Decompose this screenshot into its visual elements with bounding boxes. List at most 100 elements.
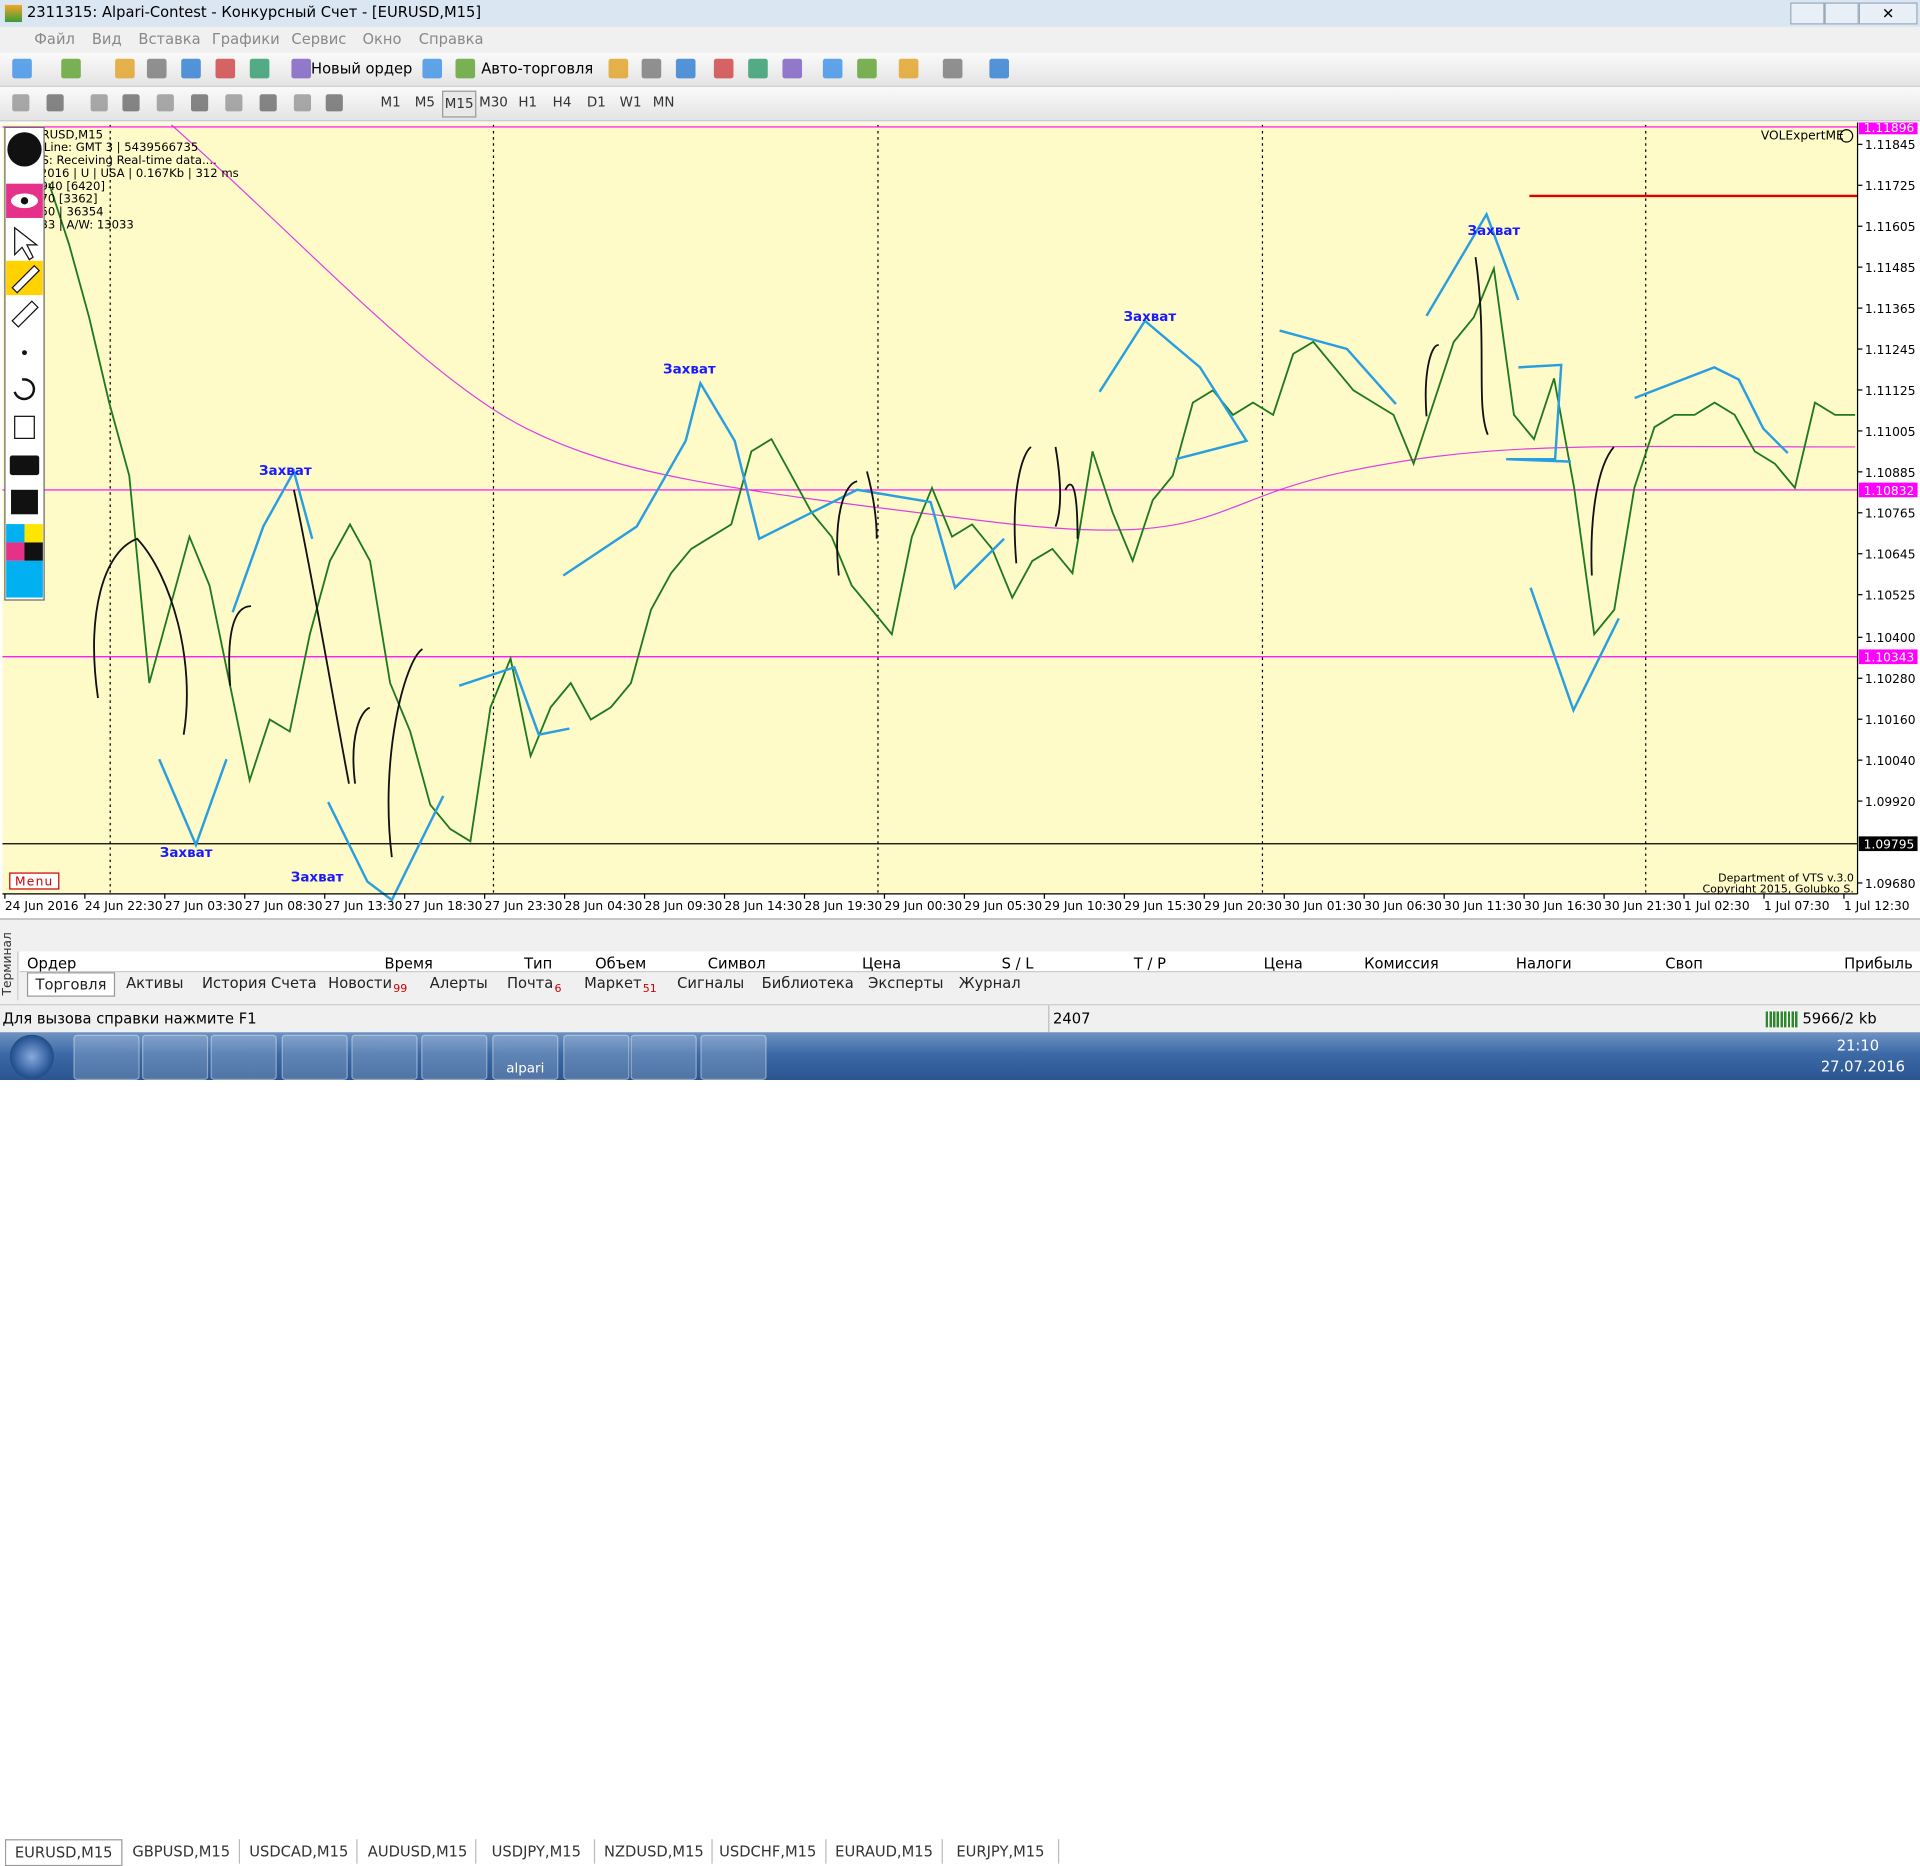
- symbol-tab[interactable]: AUDUSD,M15: [360, 1839, 477, 1864]
- symbol-tab[interactable]: GBPUSD,M15: [124, 1839, 240, 1864]
- color-swatch[interactable]: [24, 542, 43, 561]
- timeframe-button[interactable]: H4: [552, 94, 572, 111]
- toolbar-icon[interactable]: [12, 58, 32, 79]
- ruler-tool[interactable]: [11, 300, 39, 328]
- terminal-tab[interactable]: Новости99: [328, 972, 407, 996]
- tab-label[interactable]: Сигналы: [677, 974, 745, 992]
- symbol-tab[interactable]: USDCHF,M15: [710, 1839, 827, 1864]
- tool-icon[interactable]: [90, 94, 108, 112]
- menu-button[interactable]: [9, 872, 60, 890]
- minimize-button[interactable]: [1790, 2, 1825, 25]
- toolbar-icon[interactable]: [215, 58, 236, 79]
- trash-tool[interactable]: [14, 415, 35, 439]
- tool-icon[interactable]: [12, 94, 30, 112]
- tab-label[interactable]: Алерты: [429, 974, 488, 992]
- toolbar-icon[interactable]: [61, 58, 81, 79]
- skype-icon[interactable]: [421, 1034, 488, 1080]
- color-swatch[interactable]: [6, 524, 25, 543]
- terminal-tab[interactable]: Маркет51: [584, 972, 657, 996]
- ie-icon[interactable]: [73, 1034, 140, 1080]
- chrome-icon[interactable]: [351, 1034, 418, 1080]
- toolbar-icon[interactable]: [989, 58, 1009, 79]
- timeframe-button[interactable]: M30: [479, 94, 508, 111]
- camera-tool[interactable]: [9, 455, 40, 476]
- tool-icon[interactable]: [122, 94, 140, 112]
- terminal-tab[interactable]: Эксперты: [868, 972, 943, 994]
- timeframe-button[interactable]: M5: [414, 94, 435, 111]
- tab-label[interactable]: Почта: [506, 974, 554, 992]
- tab-label[interactable]: Библиотека: [761, 974, 854, 992]
- menu-button-label[interactable]: Menu: [15, 874, 54, 888]
- menu-item[interactable]: Вставка: [138, 30, 201, 48]
- tool-icon[interactable]: [259, 94, 277, 112]
- toolbar-icon[interactable]: [713, 58, 734, 79]
- timeframe-button[interactable]: MN: [652, 94, 675, 111]
- tab-label[interactable]: Новости: [328, 974, 393, 992]
- tool-icon[interactable]: [191, 94, 209, 112]
- close-button[interactable]: ✕: [1858, 2, 1918, 25]
- media-icon[interactable]: [210, 1034, 277, 1080]
- tool-icon[interactable]: [325, 94, 343, 112]
- tab-label[interactable]: Торговля: [35, 975, 107, 994]
- start-button[interactable]: [9, 1034, 54, 1079]
- symbol-tab[interactable]: USDCAD,M15: [241, 1839, 358, 1864]
- toolbar-icon[interactable]: [748, 58, 768, 79]
- list-tool[interactable]: [11, 489, 38, 515]
- terminal-tab[interactable]: Библиотека: [762, 972, 854, 994]
- terminal-tab[interactable]: Почта6: [506, 972, 562, 996]
- terminal-tab[interactable]: Журнал: [959, 972, 1021, 994]
- toolbar-icon[interactable]: [181, 58, 201, 79]
- tool-icon[interactable]: [156, 94, 174, 112]
- symbol-tab[interactable]: EURJPY,M15: [943, 1839, 1060, 1864]
- menu-item[interactable]: Графики: [211, 30, 280, 48]
- toolbar-icon[interactable]: [675, 58, 696, 79]
- toolbar-icon[interactable]: [291, 58, 312, 79]
- timeframe-button[interactable]: M1: [380, 94, 401, 111]
- restore-button[interactable]: [1824, 2, 1859, 25]
- color-swatch[interactable]: [6, 542, 25, 561]
- terminal-tab[interactable]: Алерты: [430, 972, 488, 994]
- toolbar-icon[interactable]: [898, 58, 919, 79]
- terminal-tab[interactable]: История Счета: [202, 972, 317, 994]
- alpari-task[interactable]: alpari: [492, 1034, 559, 1080]
- menu-item[interactable]: Вид: [91, 30, 122, 48]
- timeframe-button[interactable]: D1: [586, 94, 606, 111]
- app-icon[interactable]: [563, 1034, 630, 1080]
- tab-label[interactable]: Маркет: [584, 974, 642, 992]
- tool-icon[interactable]: [46, 94, 64, 112]
- timeframe-button[interactable]: W1: [619, 94, 642, 111]
- select-tool[interactable]: [14, 226, 39, 261]
- app-icon[interactable]: [630, 1034, 697, 1080]
- symbol-tab[interactable]: EURUSD,M15: [4, 1839, 123, 1866]
- menu-item[interactable]: Сервис: [291, 30, 347, 48]
- menu-item[interactable]: Файл: [34, 30, 75, 48]
- explorer-icon[interactable]: [142, 1034, 209, 1080]
- toolbar-icon[interactable]: [115, 58, 135, 79]
- pdf-icon[interactable]: [700, 1034, 767, 1080]
- menu-item[interactable]: Окно: [362, 30, 402, 48]
- toolbar-icon[interactable]: [942, 58, 963, 79]
- terminal-tab[interactable]: Активы: [126, 972, 183, 994]
- undo-tool[interactable]: [13, 378, 36, 401]
- tab-label[interactable]: Журнал: [958, 974, 1021, 992]
- tab-label[interactable]: Эксперты: [868, 974, 944, 992]
- tool-icon[interactable]: [225, 94, 243, 112]
- tool-icon[interactable]: [293, 94, 312, 112]
- symbol-tab[interactable]: NZDUSD,M15: [596, 1839, 713, 1864]
- menu-item[interactable]: Справка: [418, 30, 484, 48]
- toolbar-icon[interactable]: [822, 58, 843, 79]
- color-swatch[interactable]: [24, 524, 43, 543]
- opera-icon[interactable]: [281, 1034, 348, 1080]
- symbol-tab[interactable]: EURAUD,M15: [827, 1839, 943, 1864]
- toolbar-icon[interactable]: [782, 58, 803, 79]
- toolbar-icon[interactable]: [641, 58, 662, 79]
- symbol-tab[interactable]: USDJPY,M15: [479, 1839, 596, 1864]
- toolbar-icon[interactable]: [857, 58, 877, 79]
- new-order-button[interactable]: Новый ордер: [311, 60, 413, 78]
- auto-trading-button[interactable]: Авто-торговля: [481, 60, 594, 78]
- toolbar-icon[interactable]: [146, 58, 167, 79]
- toolbar-icon[interactable]: [422, 58, 443, 79]
- dot-tool[interactable]: [22, 350, 27, 356]
- toolbar-icon[interactable]: [455, 58, 476, 79]
- timeframe-button[interactable]: H1: [518, 94, 538, 111]
